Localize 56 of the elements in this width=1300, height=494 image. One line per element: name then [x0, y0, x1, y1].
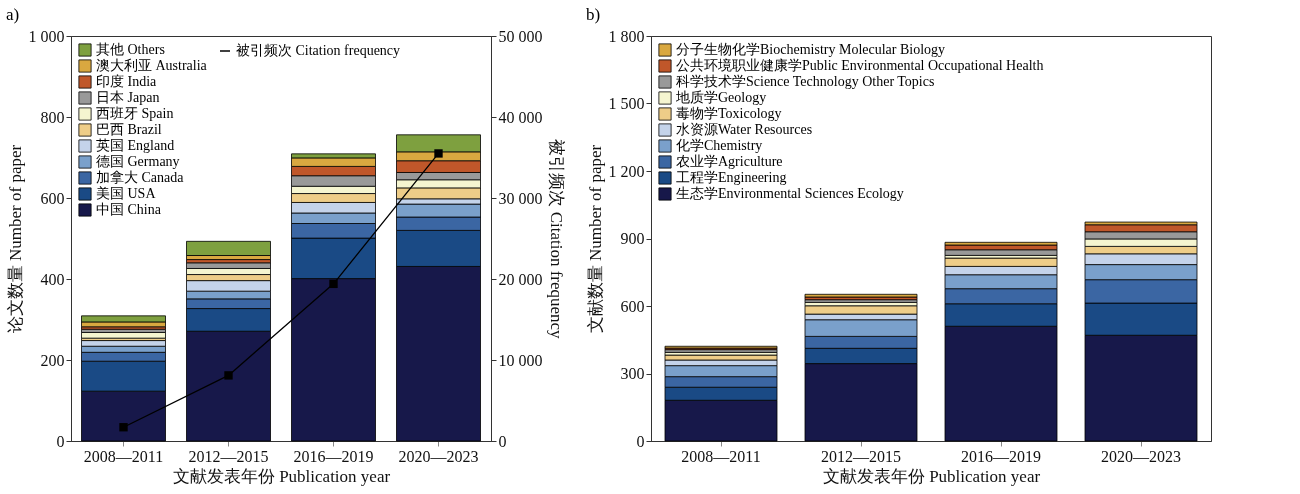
legend-label: 日本 Japan: [96, 90, 160, 105]
y2-tick-label: 40 000: [498, 108, 543, 126]
legend-label: 生态学Environmental Sciences Ecology: [676, 186, 904, 201]
x-axis-title: 文献发表年份 Publication year: [172, 466, 391, 486]
y-tick-label: 200: [40, 351, 65, 369]
legend-label: 农业学Agriculture: [676, 154, 783, 169]
x-tick-label: 2012—2015: [821, 447, 901, 465]
legend-label: 被引频次 Citation frequency: [236, 43, 401, 58]
legend-label: 化学Chemistry: [676, 138, 763, 153]
legend-label: 澳大利亚 Australia: [96, 58, 208, 73]
y-tick-label: 0: [56, 432, 65, 450]
legend-label: 公共环境职业健康学Public Environmental Occupational Health: [676, 58, 1044, 73]
y2-tick-label: 30 000: [498, 189, 543, 207]
y2-tick-label: 0: [498, 432, 507, 450]
legend-label: 毒物学Toxicology: [676, 106, 782, 121]
y-tick-label: 400: [40, 270, 65, 288]
y-tick-label: 600: [620, 297, 645, 315]
y2-axis-title: 被引频次 Citation frequency: [546, 139, 566, 340]
legend-label: 分子生物化学Biochemistry Molecular Biology: [676, 42, 946, 57]
legend-label: 巴西 Brazil: [96, 122, 162, 137]
x-tick-label: 2020—2023: [398, 447, 479, 465]
x-axis-title: 文献发表年份 Publication year: [822, 466, 1041, 486]
x-tick-label: 2016—2019: [961, 447, 1041, 465]
legend-label: 中国 China: [96, 202, 162, 217]
y-tick-label: 800: [40, 108, 65, 126]
legend-label: 科学技术学Science Technology Other Topics: [676, 74, 935, 89]
y2-tick-label: 10 000: [498, 351, 543, 369]
y-axis-title: 论文数量 Number of paper: [5, 144, 25, 334]
y-tick-label: 1 000: [28, 27, 65, 45]
y-tick-label: 0: [636, 432, 645, 450]
y-tick-label: 1 500: [608, 95, 645, 112]
y-tick-label: 300: [620, 365, 645, 382]
legend-label: 其他 Others: [96, 42, 165, 57]
x-tick-label: 2008—2011: [83, 447, 164, 465]
y-tick-label: 1 200: [608, 162, 645, 180]
legend-label: 美国 USA: [96, 186, 157, 201]
legend-label: 加拿大 Canada: [96, 170, 185, 185]
y-axis-title: 文献数量 Number of paper: [585, 144, 605, 334]
legend-label: 工程学Engineering: [676, 170, 787, 185]
legend-label: 德国 Germany: [96, 154, 180, 169]
x-tick-label: 2020—2023: [1101, 447, 1181, 465]
x-tick-label: 2012—2015: [188, 447, 269, 465]
legend-label: 地质学Geology: [675, 90, 767, 105]
y-tick-label: 1 800: [608, 27, 645, 45]
y-tick-label: 900: [620, 230, 645, 247]
x-tick-label: 2008—2011: [681, 447, 761, 465]
chart-title: a): [6, 5, 20, 24]
x-tick-label: 2016—2019: [293, 447, 374, 465]
legend-label: 水资源Water Resources: [676, 122, 813, 137]
legend-label: 西班牙 Spain: [96, 106, 174, 121]
chart-title: b): [586, 5, 601, 24]
y-tick-label: 600: [40, 189, 65, 207]
legend-label: 印度 India: [96, 74, 158, 89]
y2-tick-label: 50 000: [498, 27, 543, 45]
y2-tick-label: 20 000: [498, 270, 543, 288]
legend-label: 英国 England: [96, 138, 175, 153]
